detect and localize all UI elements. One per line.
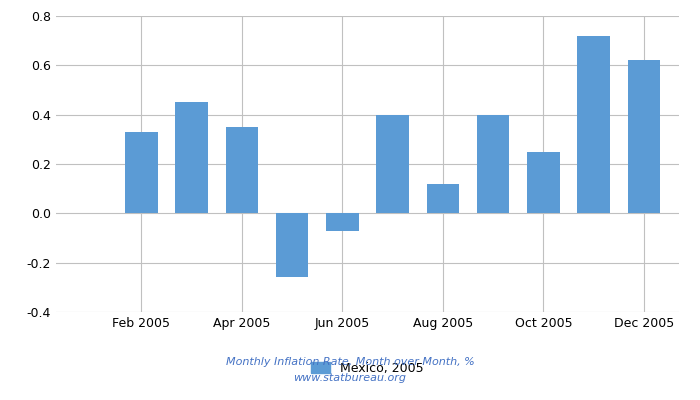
Bar [377, 115, 409, 213]
Bar [225, 127, 258, 213]
Bar [477, 115, 510, 213]
Bar [627, 60, 660, 213]
Bar [125, 132, 158, 213]
Bar [426, 184, 459, 213]
Bar [276, 213, 309, 278]
Legend: Mexico, 2005: Mexico, 2005 [307, 357, 428, 380]
Bar [527, 152, 560, 213]
Bar [326, 213, 358, 230]
Text: Monthly Inflation Rate, Month over Month, %: Monthly Inflation Rate, Month over Month… [225, 357, 475, 367]
Bar [578, 36, 610, 213]
Text: www.statbureau.org: www.statbureau.org [293, 373, 407, 383]
Bar [175, 102, 208, 213]
